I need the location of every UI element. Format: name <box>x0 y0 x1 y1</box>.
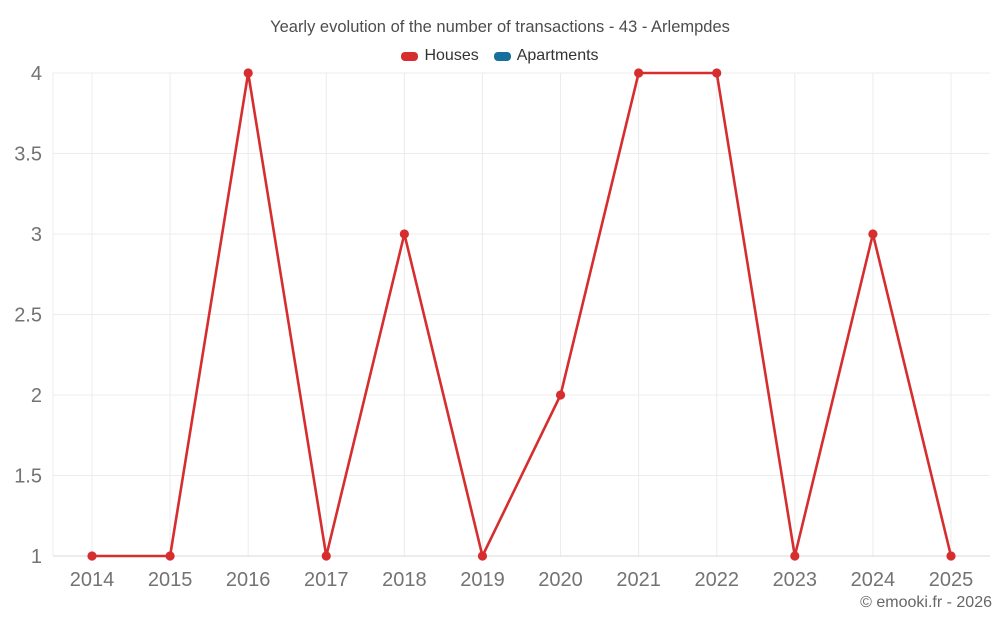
x-tick-label: 2025 <box>929 569 974 591</box>
data-point-houses-2021 <box>634 68 644 78</box>
x-tick-label: 2021 <box>616 569 661 591</box>
apartments-series-swatch-icon <box>493 51 511 61</box>
houses-series-swatch-icon <box>401 51 419 61</box>
legend-item-houses[interactable]: Houses <box>401 47 479 65</box>
data-point-houses-2020 <box>555 390 566 400</box>
data-point-houses-2025 <box>946 551 956 561</box>
y-tick-label: 2.5 <box>14 305 42 327</box>
data-point-houses-2016 <box>243 68 253 78</box>
legend-label-houses: Houses <box>424 47 479 64</box>
y-tick-label: 4 <box>31 63 42 85</box>
x-tick-label: 2017 <box>304 569 349 591</box>
x-tick-label: 2020 <box>538 569 583 591</box>
y-tick-label: 3.5 <box>14 144 42 166</box>
x-tick-label: 2022 <box>694 569 739 591</box>
data-point-houses-2015 <box>165 551 175 561</box>
chart-title: Yearly evolution of the number of transa… <box>270 18 730 36</box>
y-tick-label: 2 <box>31 385 42 407</box>
copyright-footer: © emooki.fr - 2026 <box>860 594 992 611</box>
y-tick-label: 1.5 <box>14 466 42 488</box>
x-tick-label: 2014 <box>70 569 115 591</box>
data-point-houses-2022 <box>712 68 722 78</box>
y-tick-label: 1 <box>31 546 42 568</box>
series-line-houses <box>90 71 953 558</box>
x-tick-label: 2018 <box>382 569 427 591</box>
data-point-houses-2018 <box>399 229 409 239</box>
data-point-houses-2014 <box>87 551 97 561</box>
data-point-houses-2019 <box>477 551 488 561</box>
x-tick-label: 2023 <box>773 569 818 591</box>
x-tick-label: 2015 <box>148 569 193 591</box>
data-point-houses-2023 <box>790 551 800 561</box>
data-point-houses-2024 <box>868 229 878 239</box>
x-tick-label: 2016 <box>226 569 271 591</box>
chart-legend: Houses Apartments <box>0 47 1000 65</box>
legend-item-apartments[interactable]: Apartments <box>493 47 599 65</box>
legend-label-apartments: Apartments <box>516 47 599 64</box>
x-tick-label: 2019 <box>460 569 505 591</box>
data-point-houses-2017 <box>321 551 331 561</box>
x-tick-label: 2024 <box>851 569 896 591</box>
y-tick-label: 3 <box>31 224 42 246</box>
